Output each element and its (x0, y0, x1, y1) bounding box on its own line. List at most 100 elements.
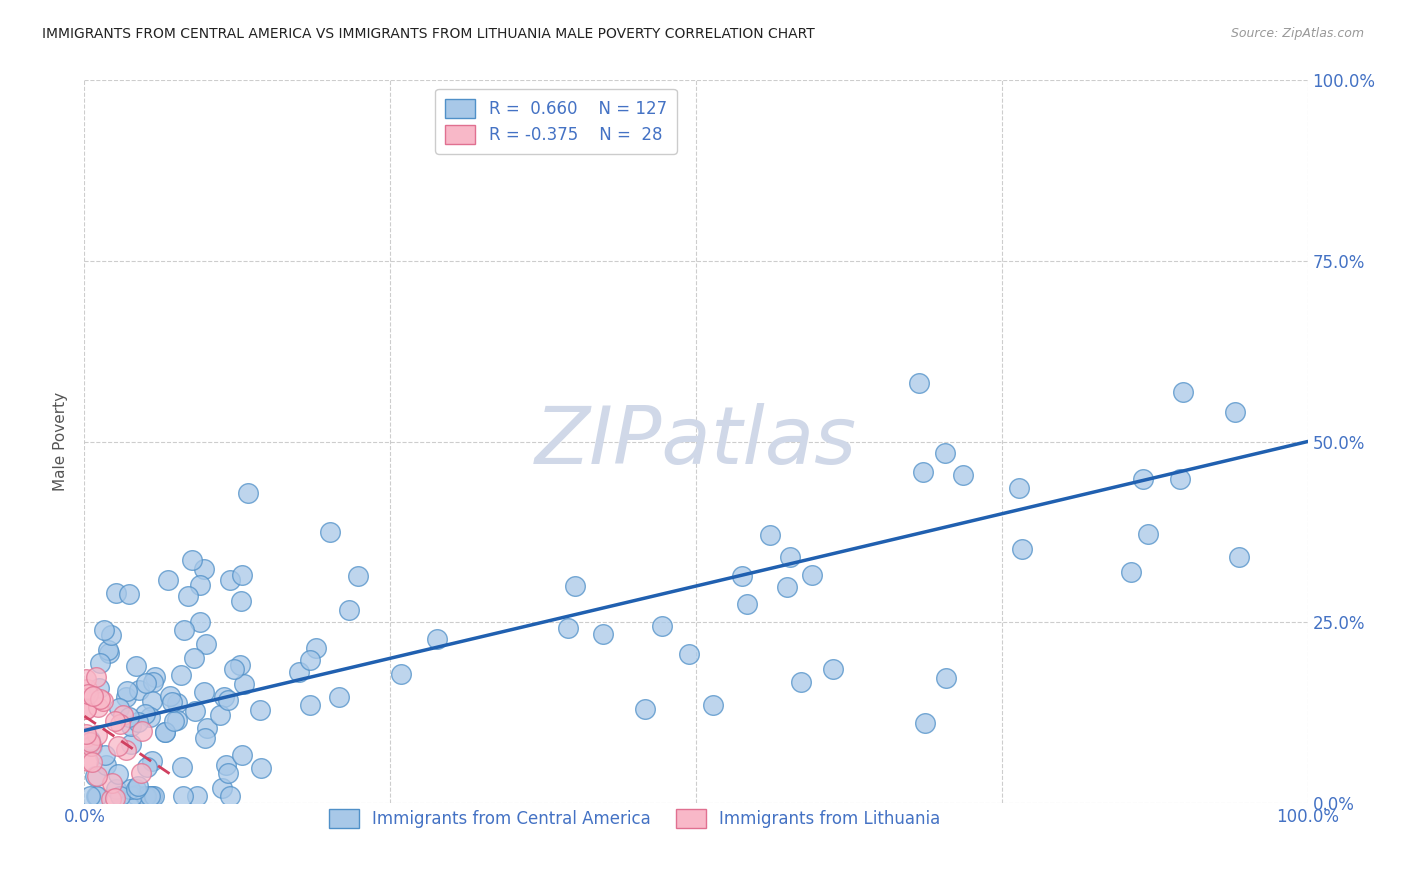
Point (153, 725, 176, 739)
Point (952, 467, 974, 482)
Point (166, 696, 188, 710)
Point (135, 789, 157, 803)
Point (139, 789, 162, 803)
Point (238, 485, 260, 500)
Point (730, 569, 752, 583)
Point (97, 643, 120, 657)
Point (173, 623, 195, 637)
Point (101, 776, 124, 790)
Point (100, 628, 122, 642)
Point (76, 682, 98, 697)
Point (80, 739, 103, 753)
Point (107, 739, 129, 753)
Point (912, 465, 935, 479)
Point (120, 782, 142, 797)
Point (172, 760, 194, 774)
Point (118, 586, 141, 600)
Point (118, 710, 141, 724)
Point (86, 728, 108, 742)
Point (108, 789, 131, 803)
Point (759, 527, 782, 541)
Point (217, 693, 239, 707)
Point (1170, 472, 1192, 486)
Point (153, 725, 176, 739)
Point (222, 662, 245, 676)
Text: IMMIGRANTS FROM CENTRAL AMERICA VS IMMIGRANTS FROM LITHUANIA MALE POVERTY CORREL: IMMIGRANTS FROM CENTRAL AMERICA VS IMMIG… (42, 27, 815, 41)
Point (188, 615, 211, 629)
Point (1132, 472, 1154, 486)
Point (125, 789, 148, 803)
Point (105, 781, 128, 796)
Point (93, 623, 115, 637)
Point (287, 665, 309, 680)
Point (82, 755, 104, 769)
Point (166, 713, 188, 727)
Point (790, 674, 813, 689)
Point (1008, 481, 1031, 495)
Point (89, 681, 111, 695)
Point (121, 789, 143, 803)
Point (75, 727, 97, 741)
Point (125, 781, 148, 796)
Point (156, 573, 179, 587)
Point (776, 580, 799, 594)
Point (75, 673, 97, 687)
Point (190, 578, 212, 592)
Point (104, 791, 127, 805)
Point (134, 789, 156, 803)
Point (195, 637, 218, 651)
Point (170, 668, 193, 682)
Text: ZIPatlas: ZIPatlas (534, 402, 858, 481)
Point (127, 715, 149, 730)
Point (115, 684, 138, 698)
Point (1121, 565, 1143, 579)
Point (107, 767, 129, 781)
Point (250, 760, 273, 774)
Point (678, 647, 700, 661)
Point (219, 573, 242, 587)
Point (79, 789, 101, 803)
Point (79, 735, 101, 749)
Point (134, 707, 156, 722)
Point (328, 690, 350, 705)
Point (142, 674, 165, 689)
Point (184, 705, 207, 719)
Point (120, 719, 142, 733)
Point (735, 597, 758, 611)
Point (181, 553, 204, 567)
Point (135, 676, 157, 690)
Point (634, 702, 657, 716)
Point (160, 695, 183, 709)
Point (120, 738, 142, 752)
Point (114, 743, 136, 757)
Point (194, 731, 217, 746)
Point (801, 568, 824, 582)
Point (231, 594, 253, 608)
Point (1227, 549, 1250, 564)
Point (75, 702, 97, 716)
Point (128, 682, 150, 697)
Point (298, 698, 321, 713)
Point (89, 656, 111, 670)
Point (80, 739, 103, 754)
Point (94, 758, 117, 772)
Point (347, 568, 370, 582)
Point (93, 747, 115, 762)
Point (84, 670, 107, 684)
Point (114, 690, 136, 704)
Point (779, 549, 801, 564)
Point (104, 714, 127, 729)
Point (141, 754, 163, 768)
Point (142, 789, 165, 803)
Point (139, 710, 162, 724)
Point (651, 619, 673, 633)
Point (231, 748, 253, 763)
Point (702, 698, 724, 713)
Point (391, 666, 413, 681)
Point (1225, 404, 1247, 418)
Point (217, 766, 239, 780)
Point (197, 722, 219, 736)
Point (1171, 385, 1194, 400)
Point (77, 755, 100, 769)
Point (75, 730, 97, 744)
